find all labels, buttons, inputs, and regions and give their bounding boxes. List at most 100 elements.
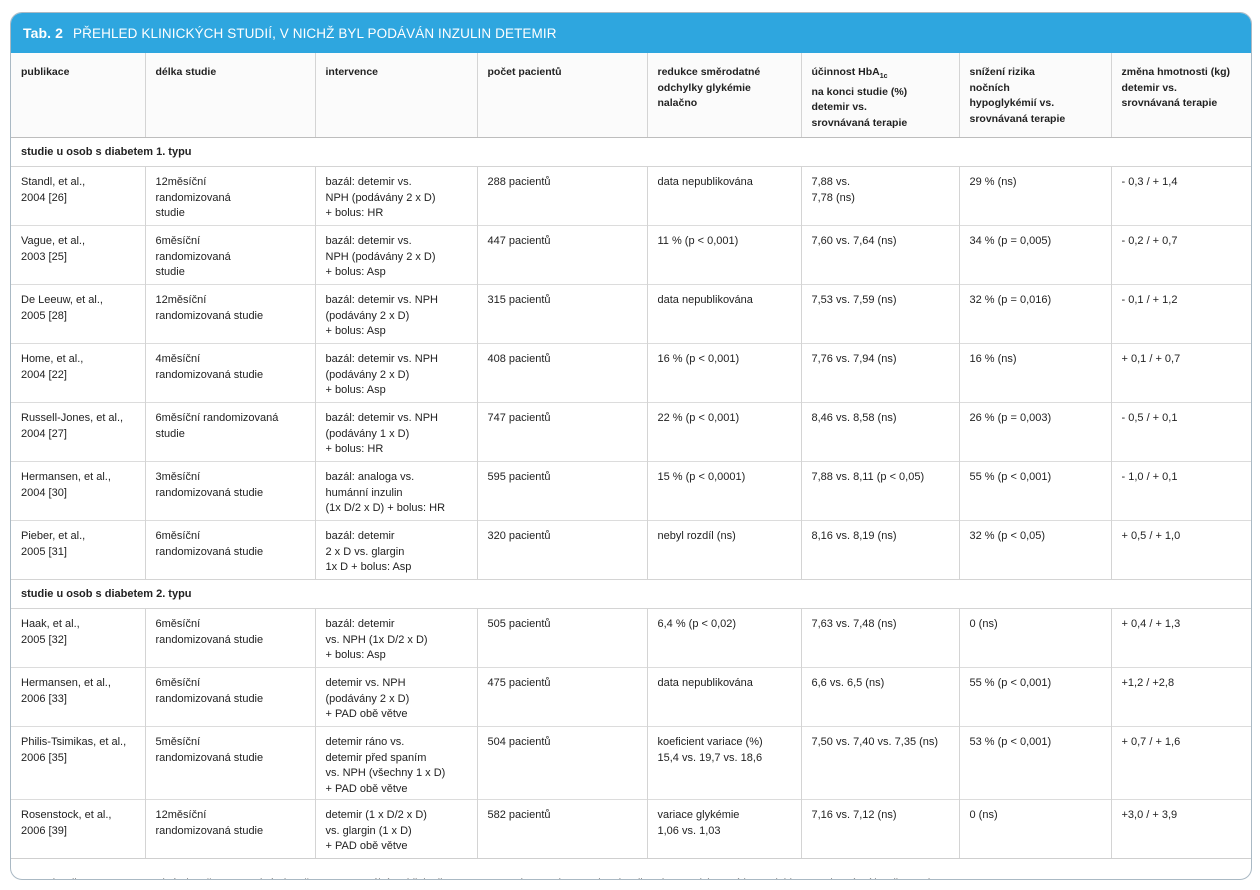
table-row: Standl, et al., 2004 [26] 12měsíční rando… bbox=[11, 166, 1251, 226]
table-cell: koeficient variace (%) 15,4 vs. 19,7 vs.… bbox=[646, 726, 801, 800]
table-frame: Tab. 2 Přehled klinických studií, v nich… bbox=[10, 12, 1252, 880]
table-cell: bazál: detemir vs. NPH (podávány 2 x D) … bbox=[314, 166, 477, 226]
table-cell: 55 % (p < 0,001) bbox=[958, 461, 1111, 521]
table-cell: 408 pacientů bbox=[476, 343, 647, 403]
table-row: Hermansen, et al., 2006 [33] 6měsíční ran… bbox=[11, 667, 1251, 727]
table-cell: 8,16 vs. 8,19 (ns) bbox=[800, 520, 959, 580]
table-cell: - 0,5 / + 0,1 bbox=[1110, 402, 1251, 462]
table-cell: + 0,5 / + 1,0 bbox=[1110, 520, 1251, 580]
table-cell: data nepublikována bbox=[646, 667, 801, 727]
table-cell: 0 (ns) bbox=[958, 799, 1111, 858]
table-cell: bazál: detemir vs. NPH (podávány 1 x D) … bbox=[314, 402, 477, 462]
table-cell: 6měsíční randomizovaná studie bbox=[144, 520, 315, 580]
table-cell: - 0,1 / + 1,2 bbox=[1110, 284, 1251, 344]
table-cell: 6,4 % (p < 0,02) bbox=[646, 608, 801, 668]
table-cell: Philis-Tsimikas, et al., 2006 [35] bbox=[11, 726, 145, 800]
table-cell: 26 % (p = 0,003) bbox=[958, 402, 1111, 462]
table-cell: 7,63 vs. 7,48 (ns) bbox=[800, 608, 959, 668]
table-row: Hermansen, et al., 2004 [30] 3měsíční ran… bbox=[11, 461, 1251, 521]
table-cell: bazál: detemir vs. NPH (1x D/2 x D) + bo… bbox=[314, 608, 477, 668]
table-cell: 6měsíční randomizovaná studie bbox=[144, 667, 315, 727]
table-cell: detemir (1 x D/2 x D) vs. glargin (1 x D… bbox=[314, 799, 477, 858]
table-cell: bazál: detemir 2 x D vs. glargin 1x D + … bbox=[314, 520, 477, 580]
table-row: Rosenstock, et al., 2006 [39] 12měsíční r… bbox=[11, 799, 1251, 858]
table-cell: Hermansen, et al., 2004 [30] bbox=[11, 461, 145, 521]
table-cell: 7,53 vs. 7,59 (ns) bbox=[800, 284, 959, 344]
table-cell: bazál: detemir vs. NPH (podávány 2 x D) … bbox=[314, 343, 477, 403]
table-cell: + 0,1 / + 0,7 bbox=[1110, 343, 1251, 403]
column-header: publikace bbox=[11, 53, 145, 138]
table-cell: 315 pacientů bbox=[476, 284, 647, 344]
table-row: De Leeuw, et al., 2005 [28] 12měsíční ran… bbox=[11, 284, 1251, 344]
table-cell: 595 pacientů bbox=[476, 461, 647, 521]
table-cell: 504 pacientů bbox=[476, 726, 647, 800]
table-cell: + 0,7 / + 1,6 bbox=[1110, 726, 1251, 800]
table-cell: 32 % (p = 0,016) bbox=[958, 284, 1111, 344]
table-cell: 320 pacientů bbox=[476, 520, 647, 580]
table-cell: 16 % (ns) bbox=[958, 343, 1111, 403]
table-cell: 16 % (p < 0,001) bbox=[646, 343, 801, 403]
table-cell: bazál: detemir vs. NPH (podávány 2 x D) … bbox=[314, 225, 477, 285]
column-header: délka studie bbox=[144, 53, 315, 138]
column-header: intervence bbox=[314, 53, 477, 138]
table-cell: 32 % (p < 0,05) bbox=[958, 520, 1111, 580]
table-cell: 22 % (p < 0,001) bbox=[646, 402, 801, 462]
table-title: Přehled klinických studií, v nichž byl p… bbox=[73, 25, 557, 41]
table-cell: data nepublikována bbox=[646, 284, 801, 344]
table-cell: 15 % (p < 0,0001) bbox=[646, 461, 801, 521]
table-title-bar: Tab. 2 Přehled klinických studií, v nich… bbox=[11, 13, 1251, 53]
table-cell: nebyl rozdíl (ns) bbox=[646, 520, 801, 580]
table-cell: data nepublikována bbox=[646, 166, 801, 226]
table-cell: 7,50 vs. 7,40 vs. 7,35 (ns) bbox=[800, 726, 959, 800]
table-cell: 7,88 vs. 8,11 (p < 0,05) bbox=[800, 461, 959, 521]
column-header: změna hmotnosti (kg) detemir vs. srovnáv… bbox=[1110, 53, 1251, 138]
table-cell: 12měsíční randomizovaná studie bbox=[144, 799, 315, 858]
table-row: Russell-Jones, et al., 2004 [27] 6měsíční… bbox=[11, 402, 1251, 462]
section-row: studie u osob s diabetem 1. typu bbox=[11, 137, 1251, 167]
table-cell: 7,16 vs. 7,12 (ns) bbox=[800, 799, 959, 858]
table-cell: 29 % (ns) bbox=[958, 166, 1111, 226]
table-cell: 11 % (p < 0,001) bbox=[646, 225, 801, 285]
column-header: účinnost HbA1c na konci studie (%) detem… bbox=[800, 53, 959, 138]
table-cell: 6měsíční randomizovaná studie bbox=[144, 402, 315, 462]
table-cell: 4měsíční randomizovaná studie bbox=[144, 343, 315, 403]
table-cell: 6,6 vs. 6,5 (ns) bbox=[800, 667, 959, 727]
table-cell: 582 pacientů bbox=[476, 799, 647, 858]
table-cell: bazál: analoga vs. humánní inzulin (1x D… bbox=[314, 461, 477, 521]
table-cell: 447 pacientů bbox=[476, 225, 647, 285]
table-row: Philis-Tsimikas, et al., 2006 [35] 5měsíč… bbox=[11, 726, 1251, 800]
table-cell: Russell-Jones, et al., 2004 [27] bbox=[11, 402, 145, 462]
section-label: studie u osob s diabetem 2. typu bbox=[11, 579, 1251, 609]
table-cell: 288 pacientů bbox=[476, 166, 647, 226]
table-cell: 12měsíční randomizovaná studie bbox=[144, 166, 315, 226]
table-body: studie u osob s diabetem 1. typu Standl, … bbox=[11, 137, 1251, 858]
table-cell: 747 pacientů bbox=[476, 402, 647, 462]
table-cell: Vague, et al., 2003 [25] bbox=[11, 225, 145, 285]
column-header: redukce směrodatné odchylky glykémie nal… bbox=[646, 53, 801, 138]
table-cell: 475 pacientů bbox=[476, 667, 647, 727]
section-label: studie u osob s diabetem 1. typu bbox=[11, 137, 1251, 167]
table-cell: Rosenstock, et al., 2006 [39] bbox=[11, 799, 145, 858]
table-cell: - 0,3 / + 1,4 bbox=[1110, 166, 1251, 226]
table-cell: +1,2 / +2,8 bbox=[1110, 667, 1251, 727]
table-cell: 6měsíční randomizovaná studie bbox=[144, 608, 315, 668]
table-cell: Standl, et al., 2004 [26] bbox=[11, 166, 145, 226]
table-row: Haak, et al., 2005 [32] 6měsíční randomiz… bbox=[11, 608, 1251, 668]
table-cell: 12měsíční randomizovaná studie bbox=[144, 284, 315, 344]
column-header: snížení rizika nočních hypoglykémií vs. … bbox=[958, 53, 1111, 138]
table-cell: variace glykémie 1,06 vs. 1,03 bbox=[646, 799, 801, 858]
table-cell: Hermansen, et al., 2006 [33] bbox=[11, 667, 145, 727]
table-cell: 7,76 vs. 7,94 (ns) bbox=[800, 343, 959, 403]
table-cell: 55 % (p < 0,001) bbox=[958, 667, 1111, 727]
table-cell: Haak, et al., 2005 [32] bbox=[11, 608, 145, 668]
table-cell: 6měsíční randomizovaná studie bbox=[144, 225, 315, 285]
table-cell: 5měsíční randomizovaná studie bbox=[144, 726, 315, 800]
table-cell: Home, et al., 2004 [22] bbox=[11, 343, 145, 403]
table-cell: 0 (ns) bbox=[958, 608, 1111, 668]
table-cell: 7,60 vs. 7,64 (ns) bbox=[800, 225, 959, 285]
table-cell: detemir ráno vs. detemir před spaním vs.… bbox=[314, 726, 477, 800]
table-cell: - 1,0 / + 0,1 bbox=[1110, 461, 1251, 521]
table-cell: Pieber, et al., 2005 [31] bbox=[11, 520, 145, 580]
table-cell: 3měsíční randomizovaná studie bbox=[144, 461, 315, 521]
table-cell: 505 pacientů bbox=[476, 608, 647, 668]
